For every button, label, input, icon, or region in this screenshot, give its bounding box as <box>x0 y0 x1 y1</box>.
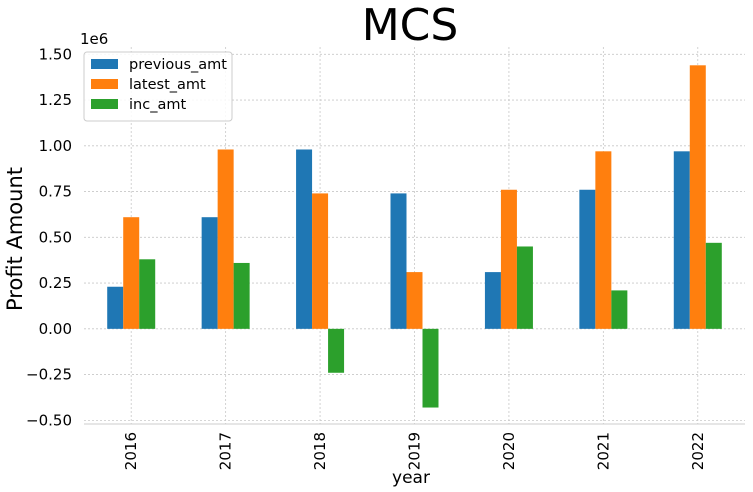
y-tick-label: 1.00 <box>39 137 72 155</box>
bar-inc_amt-2018 <box>328 328 345 373</box>
bar-previous_amt-2016 <box>107 286 124 329</box>
legend-box <box>83 51 233 122</box>
bar-previous_amt-2021 <box>579 189 596 329</box>
bar-inc_amt-2019 <box>422 328 439 408</box>
y-tick-label: −0.50 <box>26 411 72 429</box>
bar-previous_amt-2018 <box>296 149 313 329</box>
legend-swatch-latest_amt <box>91 79 118 89</box>
y-tick-label: −0.25 <box>26 366 72 384</box>
y-tick-label: 0.00 <box>39 320 72 338</box>
y-tick-label: 0.25 <box>39 274 72 292</box>
bar-inc_amt-2017 <box>233 262 250 329</box>
x-tick-label: 2020 <box>500 432 518 470</box>
legend-label-inc_amt: inc_amt <box>129 97 186 113</box>
y-tick-labels: −0.50 −0.25 0.00 0.25 0.50 0.75 1.00 1.25 1.50 <box>26 45 72 429</box>
x-tick-labels: 2016 2017 2018 2019 2020 2021 2022 <box>122 432 707 470</box>
bar-inc_amt-2021 <box>611 290 628 329</box>
bar-latest_amt-2018 <box>312 193 329 329</box>
legend: previous_amt latest_amt inc_amt <box>83 51 233 122</box>
bar-inc_amt-2016 <box>139 259 156 329</box>
x-tick-label: 2022 <box>689 432 707 470</box>
bars <box>107 65 722 408</box>
x-tick-label: 2021 <box>594 432 612 470</box>
y-axis-label: Profit Amount <box>3 167 27 311</box>
bar-latest_amt-2016 <box>123 217 140 329</box>
bar-previous_amt-2020 <box>484 272 501 329</box>
bar-inc_amt-2022 <box>705 242 722 329</box>
x-tick-label: 2019 <box>406 432 424 470</box>
x-tick-label: 2017 <box>217 432 235 470</box>
y-tick-label: 1.50 <box>39 45 72 63</box>
bar-latest_amt-2020 <box>500 189 517 329</box>
x-axis-label: year <box>392 468 430 488</box>
bar-previous_amt-2022 <box>673 151 690 329</box>
legend-label-latest_amt: latest_amt <box>129 77 206 93</box>
x-tick-label: 2018 <box>311 432 329 470</box>
bar-latest_amt-2017 <box>217 149 234 329</box>
bar-inc_amt-2020 <box>516 246 533 329</box>
y-tick-label: 1.25 <box>39 91 72 109</box>
y-tick-label: 0.75 <box>39 183 72 201</box>
chart-title: MCS <box>362 0 459 51</box>
x-tick-label: 2016 <box>122 432 140 470</box>
y-scale-label: 1e6 <box>80 30 108 48</box>
y-tick-label: 0.50 <box>39 228 72 246</box>
bar-latest_amt-2021 <box>595 151 612 329</box>
bar-latest_amt-2019 <box>406 272 423 329</box>
bar-previous_amt-2019 <box>390 193 407 329</box>
legend-swatch-previous_amt <box>91 59 118 69</box>
bar-previous_amt-2017 <box>201 217 218 329</box>
legend-swatch-inc_amt <box>91 99 118 109</box>
bar-latest_amt-2022 <box>689 65 706 329</box>
legend-label-previous_amt: previous_amt <box>129 57 227 73</box>
